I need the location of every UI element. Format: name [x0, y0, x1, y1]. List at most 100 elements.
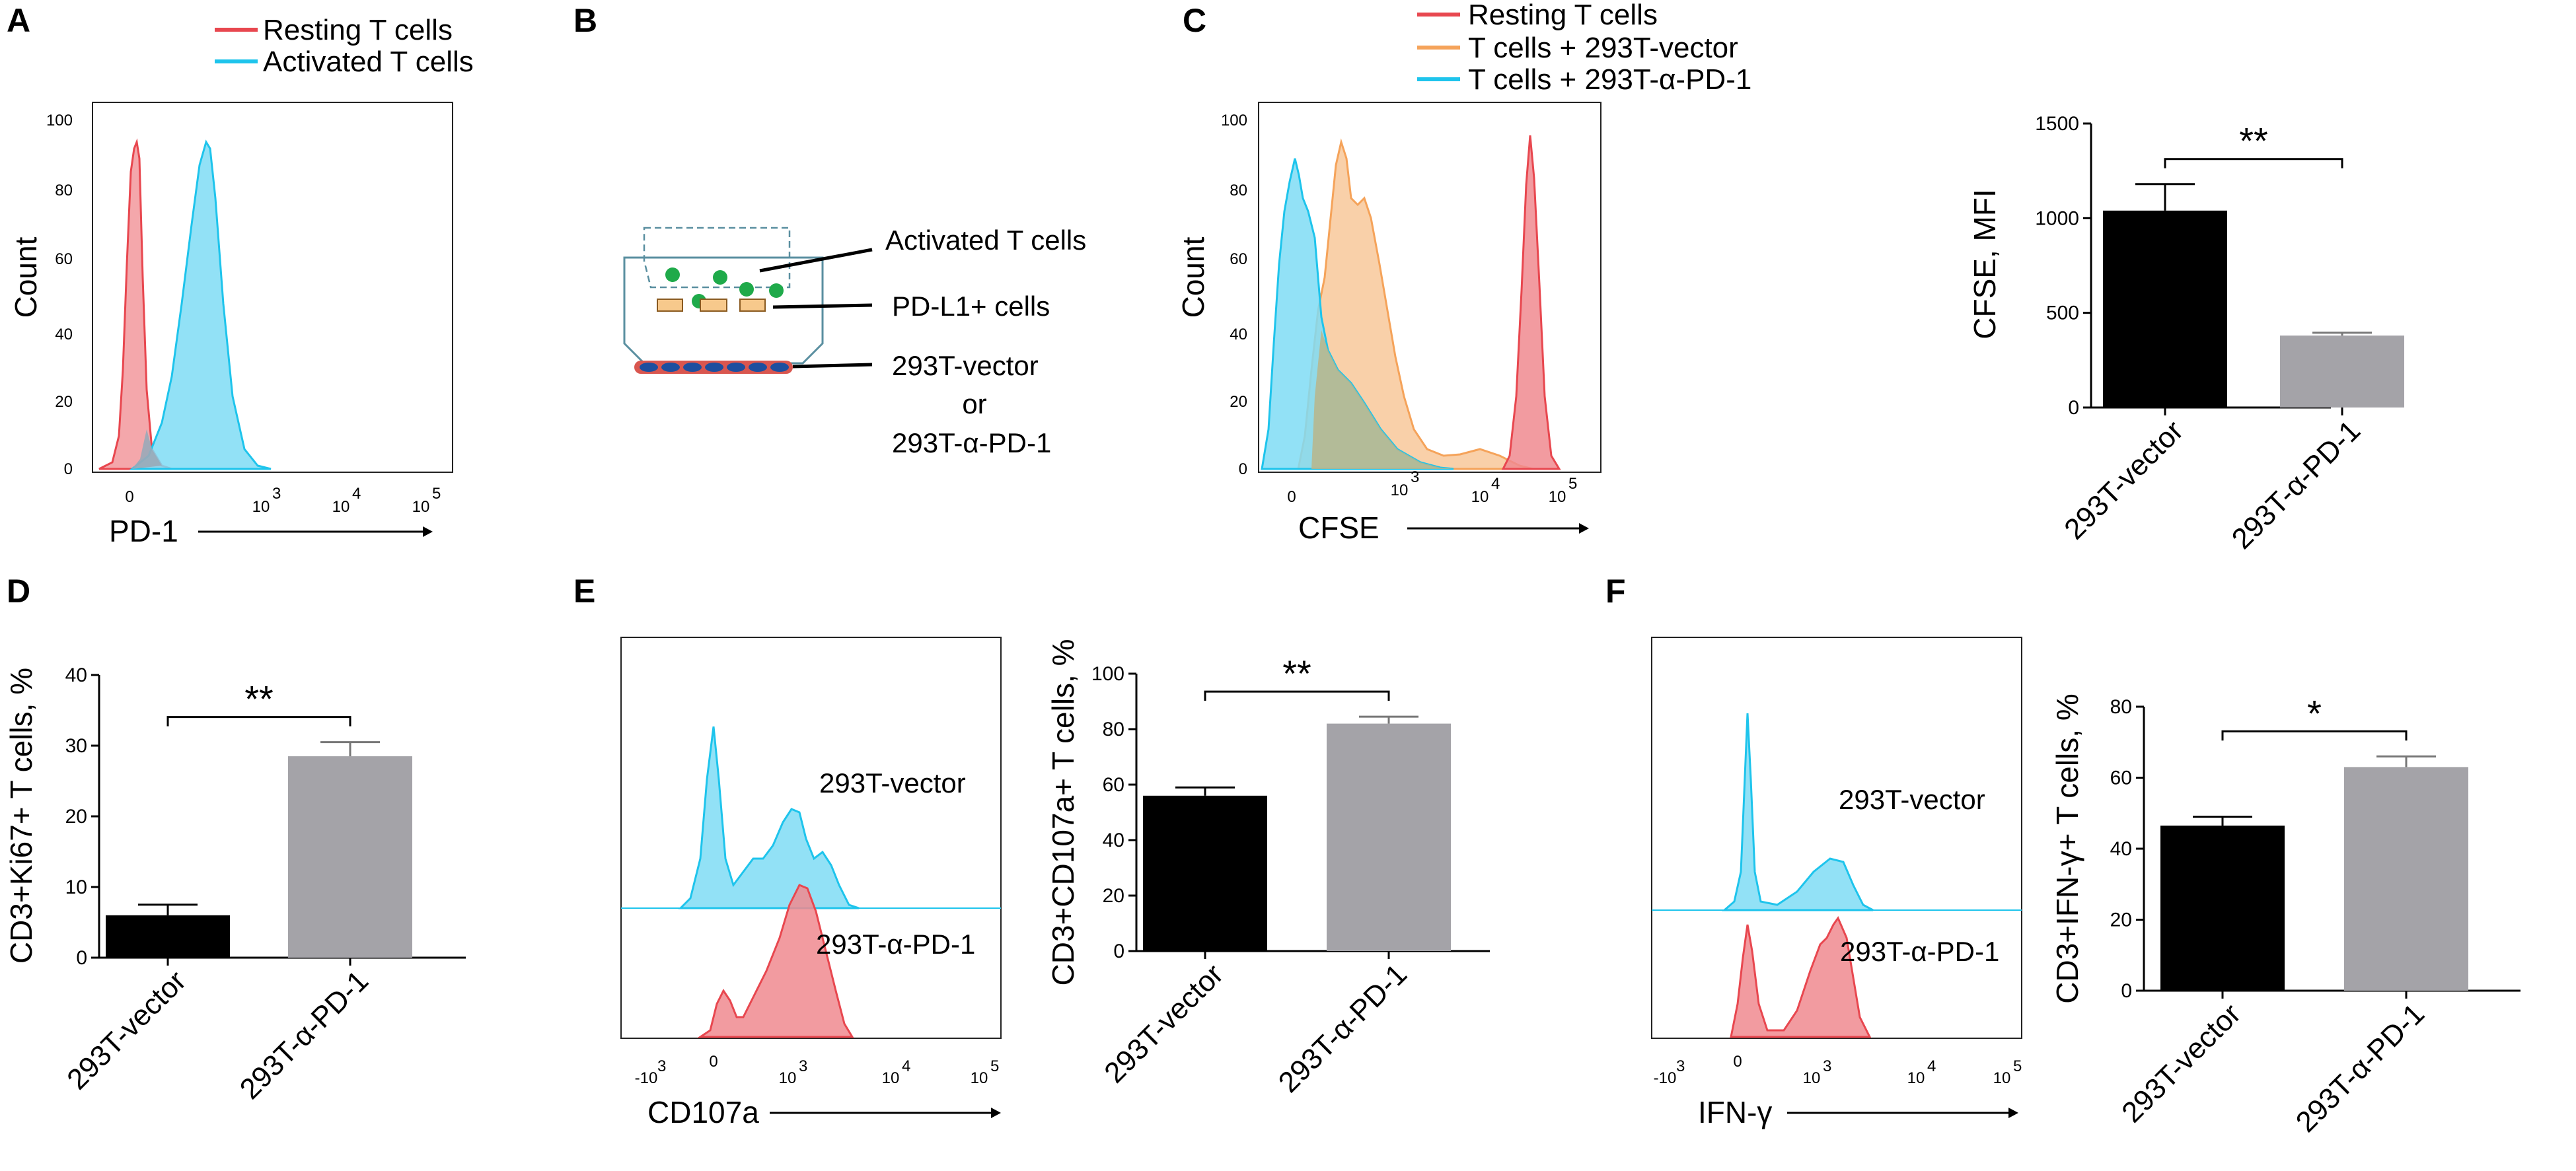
t-cell-dot — [713, 270, 727, 285]
y-tick-label: 40 — [1103, 830, 1124, 851]
significance-bracket — [1204, 690, 1390, 701]
y-tick-label: 80 — [2110, 696, 2132, 718]
bar — [1143, 795, 1267, 951]
significance-bracket — [166, 716, 351, 727]
label-293t-vector: 293T-vector — [1839, 784, 1985, 815]
x-axis-arrowhead — [1579, 523, 1589, 534]
histogram-frame — [92, 102, 453, 473]
significance-label: ** — [2239, 120, 2268, 162]
label-activated-t-cells: Activated T cells — [885, 225, 1086, 256]
y-axis-label: Count — [9, 236, 43, 318]
y-tick-label: 1000 — [2035, 207, 2079, 229]
panel-b: Activated T cells PD-L1+ cells 293T-vect… — [623, 225, 1086, 458]
bar — [2103, 210, 2227, 408]
y-tick: 20 — [1230, 393, 1247, 411]
y-tick-label: 40 — [65, 664, 87, 686]
x-tick: 0 — [1733, 1053, 1742, 1071]
bar-chart-cfse: 0 500 1000 1500 CFSE, MFI 293T-vector 293T-α-P… — [1968, 113, 2404, 555]
label-293t-apd1: 293T-α-PD-1 — [1840, 936, 1999, 967]
legend-label-vector: T cells + 293T-vector — [1468, 32, 1738, 64]
y-ticks: 0 20 40 60 80 100 — [46, 112, 73, 478]
x-tick: 10 — [882, 1069, 900, 1087]
histogram-frame — [1258, 102, 1601, 473]
y-axis-label: Count — [1176, 236, 1210, 318]
y-tick-label: 100 — [1091, 663, 1124, 685]
x-tick-label: 293T-α-PD-1 — [234, 964, 375, 1105]
293t-cell — [683, 363, 702, 372]
x-axis-arrowhead — [423, 526, 433, 537]
y-tick: 100 — [1221, 112, 1247, 129]
panel-letter-e: E — [573, 573, 595, 610]
significance-bracket — [2164, 158, 2343, 168]
histogram-vector — [1721, 713, 1874, 911]
histogram-resting — [98, 138, 172, 470]
x-tick: -10 — [635, 1069, 658, 1087]
x-tick-label: 293T-α-PD-1 — [1272, 958, 1413, 1098]
significance-bracket — [2221, 730, 2408, 741]
x-tick: 0 — [709, 1053, 718, 1071]
panel-a: Resting T cells Activated T cells 0 20 4… — [9, 14, 474, 548]
x-axis-arrowhead — [2008, 1108, 2018, 1118]
y-tick: 60 — [55, 250, 73, 268]
y-tick: 100 — [46, 112, 73, 129]
label-or: or — [962, 388, 986, 419]
legend-label-resting: Resting T cells — [1468, 0, 1658, 31]
x-tick-exp: 3 — [272, 485, 281, 503]
y-tick-label: 0 — [76, 947, 87, 969]
y-tick-label: 1500 — [2035, 113, 2079, 135]
bar-chart-ifng: 0 20 40 60 80 CD3+IFN-γ+ T cells, % 293T-vecto… — [2050, 692, 2521, 1139]
bar-chart-ki67: 0 10 20 30 40 CD3+Ki67+ T cells, % 293T-vector… — [4, 664, 466, 1106]
pdl1-cell — [657, 299, 683, 312]
y-tick-label: 20 — [65, 806, 87, 828]
293t-cell — [770, 363, 789, 372]
x-tick-exp: 3 — [1676, 1057, 1685, 1075]
histogram-apd1 — [697, 884, 854, 1038]
histogram-frame — [620, 637, 1002, 1039]
x-tick-exp: 5 — [2013, 1057, 2022, 1075]
293t-cell — [661, 363, 680, 372]
bar — [2160, 826, 2285, 991]
histogram-frame — [1651, 637, 2022, 1039]
x-ticks: -10 3 0 10 3 10 4 10 5 — [1654, 1053, 2022, 1087]
y-tick-label: 60 — [1103, 774, 1124, 796]
y-tick-label: 60 — [2110, 767, 2132, 789]
y-ticks: 0 20 40 60 80 100 — [1221, 112, 1247, 478]
x-axis-label: IFN-γ — [1698, 1095, 1772, 1129]
293t-cell — [727, 363, 745, 372]
x-tick: 0 — [125, 488, 133, 506]
x-ticks: -10 3 0 10 3 10 4 10 5 — [635, 1053, 1000, 1087]
callout-line-tcells — [759, 248, 873, 273]
x-tick: 10 — [779, 1069, 797, 1087]
histogram-apd1 — [1730, 915, 1872, 1038]
panel-e-histogram: 293T-vector 293T-α-PD-1 -10 3 0 10 3 10 … — [620, 637, 1002, 1129]
y-tick-label: 30 — [65, 735, 87, 757]
x-tick-label: 293T-vector — [2116, 997, 2247, 1129]
significance-label: ** — [244, 678, 274, 720]
pdl1-cell — [700, 299, 727, 312]
legend-label-activated: Activated T cells — [263, 46, 474, 78]
panel-letter-d: D — [7, 573, 30, 610]
y-tick-label: 20 — [1103, 885, 1124, 907]
x-tick: 10 — [1803, 1069, 1821, 1087]
label-293t-vector: 293T-vector — [819, 767, 966, 798]
y-tick: 0 — [64, 460, 73, 478]
bar — [288, 756, 412, 958]
significance-label: ** — [1282, 653, 1311, 694]
legend-label-apd1: T cells + 293T-α-PD-1 — [1468, 63, 1751, 96]
x-axis-arrowhead — [991, 1108, 1001, 1118]
bar — [106, 915, 230, 958]
x-tick-exp: 4 — [1927, 1057, 1936, 1075]
y-tick-label: 40 — [2110, 838, 2132, 860]
x-tick: 10 — [1993, 1069, 2011, 1087]
y-tick-label: 500 — [2046, 302, 2079, 324]
callout-line-pdl1 — [772, 303, 873, 309]
histogram-resting — [1501, 135, 1561, 470]
panel-letter-a: A — [7, 2, 30, 39]
t-cell-dot — [739, 282, 754, 297]
x-ticks: 0 10 3 10 4 10 5 — [1287, 468, 1577, 506]
y-tick: 20 — [55, 393, 73, 411]
pdl1-cell — [739, 299, 766, 312]
x-tick-label: 293T-vector — [61, 964, 192, 1096]
293t-cell — [705, 363, 723, 372]
bar — [2344, 767, 2468, 991]
